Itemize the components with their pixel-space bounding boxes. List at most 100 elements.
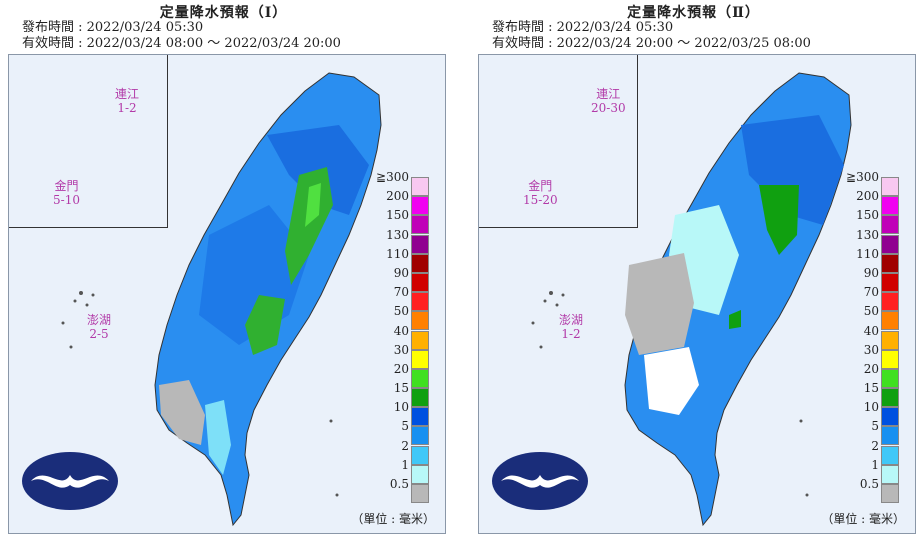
panel-title: 定量降水預報（Ⅰ）	[159, 5, 288, 21]
unit-label: （單位 : 毫米）	[351, 512, 435, 526]
legend-swatch	[881, 464, 899, 484]
legend-row: 20	[837, 362, 907, 388]
legend-swatch	[881, 311, 899, 331]
legend-row: 40	[837, 324, 907, 350]
legend-swatch	[411, 330, 429, 350]
legend-label: 2	[871, 438, 879, 453]
legend-label: 5	[401, 419, 409, 434]
legend-label: 200	[856, 189, 879, 204]
legend-swatch	[881, 349, 899, 369]
legend-label: 0.5	[389, 477, 409, 491]
legend-label: 40	[863, 323, 879, 338]
rainfall-legend: ≧300 200 150 130 110 90 70 50 40 30 20 15 10 5 2 1 0.5	[837, 170, 907, 503]
legend-label: 1	[401, 457, 409, 472]
legend-label: 110	[386, 246, 409, 261]
legend-swatch	[881, 253, 899, 273]
legend-swatch	[411, 368, 429, 388]
legend-row: 1	[837, 458, 907, 484]
legend-label: 110	[856, 246, 879, 261]
forecast-panel-2: 定量降水預報（Ⅱ） 發布時間 : 2022/03/24 05:30 有效時間 :…	[470, 0, 917, 539]
legend-swatch	[411, 445, 429, 465]
legend-row: 50	[367, 304, 437, 331]
legend-row: 200	[837, 189, 907, 216]
legend-row: 5	[367, 419, 437, 446]
legend-label: 90	[393, 265, 409, 280]
penghu-label: 澎湖 2-5	[87, 313, 112, 341]
legend-row: 110	[837, 247, 907, 273]
taiwan-map	[16, 72, 382, 527]
issue-time: 發布時間 : 2022/03/24 05:30	[22, 20, 204, 35]
legend-row: 150	[837, 208, 907, 235]
legend-label: 1	[871, 457, 879, 472]
legend-row: 15	[367, 381, 437, 408]
legend-swatch	[881, 484, 899, 503]
legend-swatch	[881, 234, 899, 254]
legend-label: 15	[393, 381, 409, 396]
legend-row: 20	[367, 362, 437, 388]
taiwan-map	[486, 72, 852, 527]
legend-row: 150	[367, 208, 437, 235]
legend-swatch	[411, 177, 429, 196]
forecast-panel-1: 定量降水預報（Ⅰ） 發布時間 : 2022/03/24 05:30 有效時間 :…	[0, 0, 447, 539]
legend-row: 2	[837, 439, 907, 465]
legend-swatch	[881, 368, 899, 388]
inset-box	[9, 55, 168, 228]
legend-row: ≧300	[367, 170, 437, 196]
matsu-label: 連江 1-2	[115, 87, 140, 115]
issue-time: 發布時間 : 2022/03/24 05:30	[492, 20, 674, 35]
legend-swatch	[411, 292, 429, 312]
legend-row: 110	[367, 247, 437, 273]
legend-swatch	[881, 196, 899, 216]
legend-label: ≧300	[846, 170, 879, 184]
legend-label: 20	[393, 361, 409, 376]
legend-label: 2	[401, 438, 409, 453]
legend-row: 200	[367, 189, 437, 216]
legend-label: 10	[863, 400, 879, 415]
legend-row: ≧300	[837, 170, 907, 196]
legend-swatch	[411, 234, 429, 254]
legend-label: 130	[856, 227, 879, 242]
legend-row: 10	[837, 400, 907, 427]
legend-label: 150	[386, 208, 409, 223]
legend-row: 90	[367, 266, 437, 292]
valid-time: 有效時間 : 2022/03/24 20:00 ～ 2022/03/25 08:…	[492, 36, 811, 51]
legend-label: 70	[393, 285, 409, 300]
legend-label: 30	[863, 342, 879, 357]
legend-row: 130	[837, 228, 907, 254]
legend-row: 90	[837, 266, 907, 292]
legend-swatch	[411, 215, 429, 235]
legend-row: 0.5	[837, 477, 907, 503]
legend-label: 130	[386, 227, 409, 242]
legend-label: 150	[856, 208, 879, 223]
legend-row: 40	[367, 324, 437, 350]
legend-label: 0.5	[859, 477, 879, 491]
legend-row: 30	[837, 343, 907, 369]
legend-swatch	[411, 196, 429, 216]
rainfall-map: 連江 20-30 金門 15-20 澎湖 1-2 ≧300 200 150 130 110 90…	[478, 54, 916, 534]
legend-row: 2	[367, 439, 437, 465]
legend-row: 70	[367, 285, 437, 312]
legend-row: 15	[837, 381, 907, 408]
legend-swatch	[411, 407, 429, 427]
legend-row: 130	[367, 228, 437, 254]
legend-label: 70	[863, 285, 879, 300]
rainfall-map: 連江 1-2 金門 5-10 澎湖 2-5 ≧300 200 150 130 110 90 70 5…	[8, 54, 446, 534]
legend-swatch	[881, 177, 899, 196]
kinmen-label: 金門 15-20	[523, 179, 558, 207]
legend-row: 5	[837, 419, 907, 446]
legend-label: 10	[393, 400, 409, 415]
legend-swatch	[881, 407, 899, 427]
legend-label: 200	[386, 189, 409, 204]
legend-row: 1	[367, 458, 437, 484]
legend-row: 50	[837, 304, 907, 331]
legend-swatch	[411, 253, 429, 273]
legend-label: 40	[393, 323, 409, 338]
legend-label: 30	[393, 342, 409, 357]
panel-title: 定量降水預報（Ⅱ）	[627, 5, 760, 21]
legend-row: 10	[367, 400, 437, 427]
legend-swatch	[411, 388, 429, 408]
legend-swatch	[881, 388, 899, 408]
legend-swatch	[411, 311, 429, 331]
legend-row: 0.5	[367, 477, 437, 503]
penghu-label: 澎湖 1-2	[559, 313, 584, 341]
